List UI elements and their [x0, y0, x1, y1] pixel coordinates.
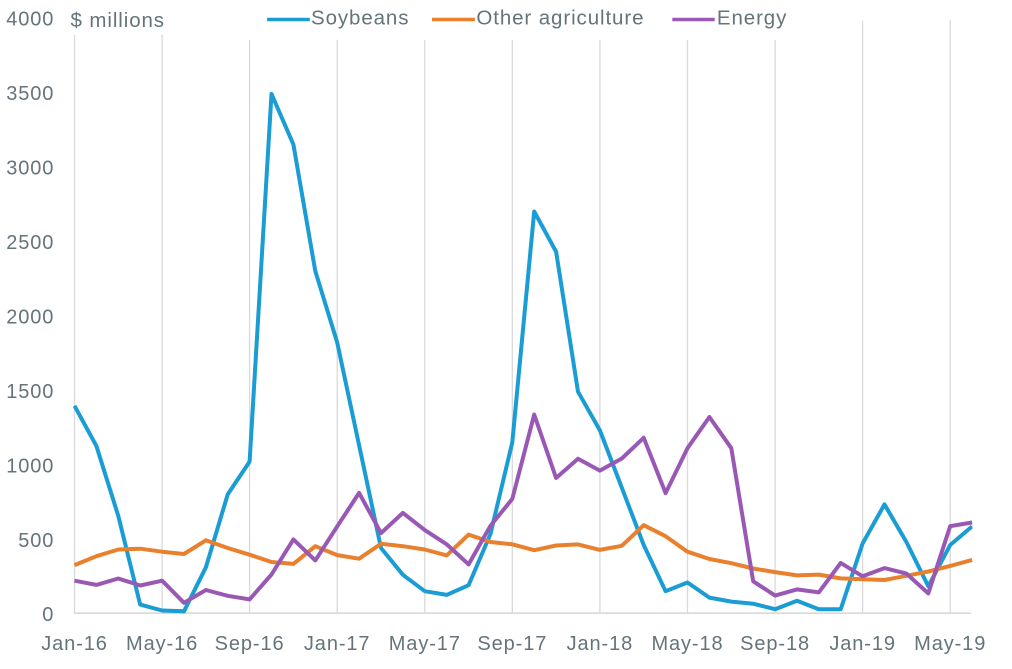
svg-text:500: 500 — [18, 530, 54, 552]
svg-text:1000: 1000 — [6, 455, 54, 477]
svg-text:3500: 3500 — [6, 83, 54, 105]
svg-text:May-19: May-19 — [914, 633, 986, 655]
svg-text:Jan-19: Jan-19 — [829, 633, 896, 655]
svg-text:2500: 2500 — [6, 232, 54, 254]
svg-text:Energy: Energy — [717, 7, 787, 30]
svg-text:Sep-17: Sep-17 — [477, 633, 547, 655]
svg-text:Jan-18: Jan-18 — [567, 633, 634, 655]
svg-text:May-17: May-17 — [389, 633, 461, 655]
svg-text:May-16: May-16 — [126, 633, 198, 655]
svg-text:$ millions: $ millions — [71, 9, 165, 32]
svg-text:Other agriculture: Other agriculture — [476, 7, 644, 30]
svg-text:Soybeans: Soybeans — [311, 7, 409, 30]
svg-text:Sep-18: Sep-18 — [740, 633, 810, 655]
svg-text:Jan-16: Jan-16 — [41, 633, 108, 655]
svg-text:4000: 4000 — [6, 9, 54, 31]
svg-text:May-18: May-18 — [651, 633, 723, 655]
svg-text:2000: 2000 — [6, 306, 54, 328]
svg-text:Sep-16: Sep-16 — [215, 633, 285, 655]
svg-text:Jan-17: Jan-17 — [304, 633, 371, 655]
svg-text:3000: 3000 — [6, 158, 54, 180]
svg-text:1500: 1500 — [6, 381, 54, 403]
svg-text:0: 0 — [42, 604, 54, 626]
